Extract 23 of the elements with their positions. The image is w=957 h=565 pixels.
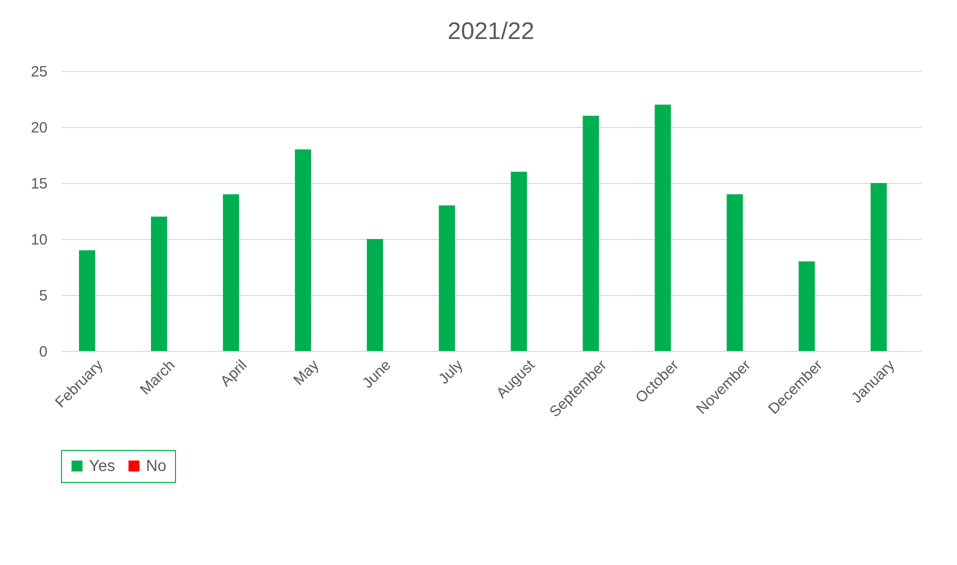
bar bbox=[294, 149, 312, 351]
y-tick-label: 0 bbox=[39, 344, 48, 360]
y-tick-label: 20 bbox=[30, 120, 48, 136]
y-tick-label: 5 bbox=[39, 288, 48, 304]
chart-title: 2021/22 bbox=[448, 18, 534, 45]
bar bbox=[150, 216, 168, 351]
bar bbox=[726, 194, 743, 351]
bar bbox=[78, 250, 96, 351]
y-tick-label: 15 bbox=[30, 176, 48, 192]
y-tick-label: 10 bbox=[30, 232, 48, 248]
bar bbox=[366, 239, 384, 351]
bar bbox=[870, 183, 887, 351]
bar bbox=[438, 205, 456, 351]
bar bbox=[510, 172, 527, 351]
bar bbox=[582, 116, 599, 351]
y-tick-label: 25 bbox=[30, 64, 48, 80]
legend-label: Yes bbox=[89, 458, 116, 475]
x-tick-label: July bbox=[435, 356, 467, 388]
bar bbox=[222, 194, 240, 351]
x-tick-label: May bbox=[290, 356, 323, 389]
bar bbox=[654, 104, 671, 351]
bar bbox=[798, 261, 815, 351]
legend-label: No bbox=[146, 458, 167, 475]
